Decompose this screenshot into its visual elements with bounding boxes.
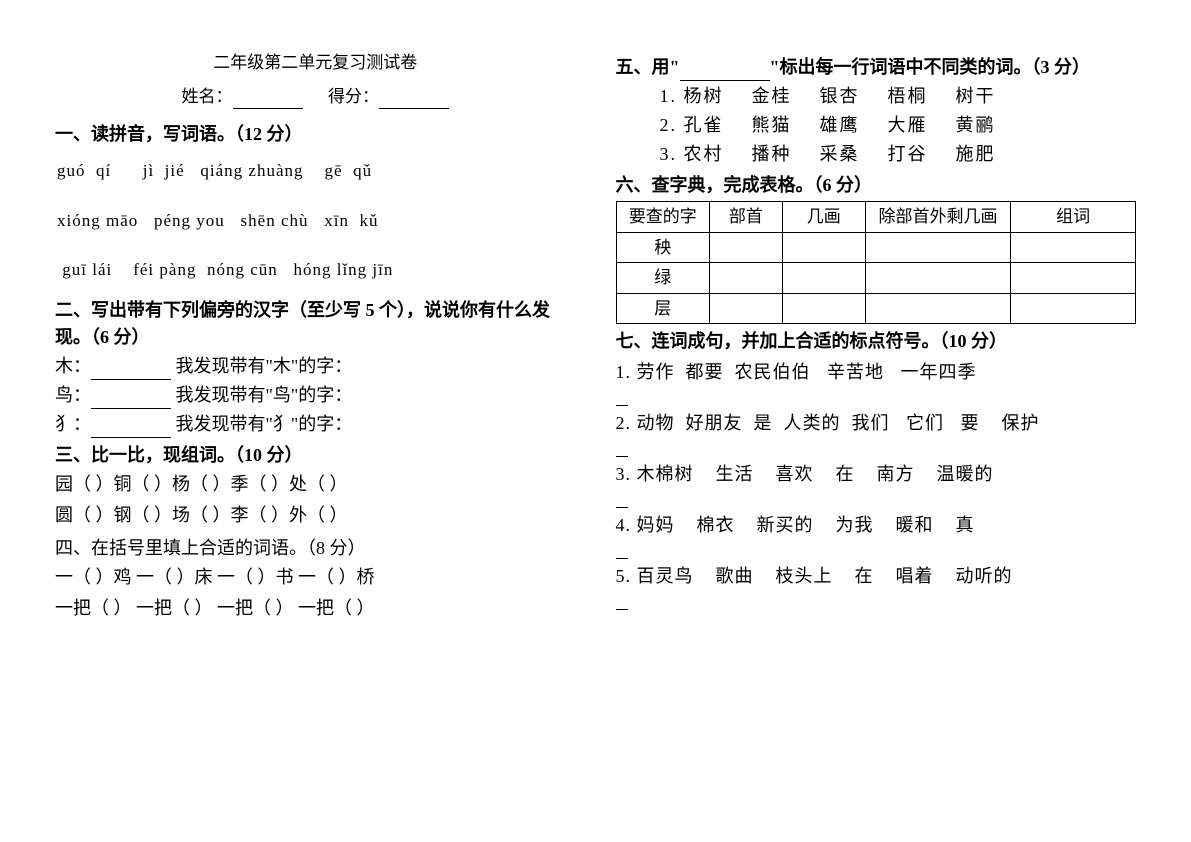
s2-line-1: 木： 我发现带有"木"的字： <box>55 353 576 380</box>
cell-char: 层 <box>616 293 710 324</box>
s2-l1-tail: 我发现带有"木"的字： <box>171 356 352 376</box>
s5-w: 播种 <box>752 144 792 164</box>
cell-blank[interactable] <box>1011 293 1136 324</box>
table-row: 绿 <box>616 263 1136 294</box>
s5-w: 2. 孔雀 <box>660 115 724 135</box>
name-score-line: 姓名： 得分： <box>55 84 576 110</box>
answer-line[interactable] <box>616 439 628 457</box>
s7-item-4: 4. 妈妈 棉衣 新买的 为我 暖和 真 <box>616 512 1137 539</box>
cell-blank[interactable] <box>782 263 865 294</box>
s2-line-3: 犭： 我发现带有"犭"的字： <box>55 411 576 438</box>
s5-w: 1. 杨树 <box>660 86 724 106</box>
paper-title: 二年级第二单元复习测试卷 <box>55 50 576 76</box>
s5-row-3: 3. 农村 播种 采桑 打谷 施肥 <box>616 141 1137 168</box>
cell-blank[interactable] <box>710 293 783 324</box>
table-header-row: 要查的字 部首 几画 除部首外剩几画 组词 <box>616 202 1136 233</box>
section-5-heading: 五、用" "标出每一行词语中不同类的词。（3 分） <box>616 54 1137 81</box>
answer-line[interactable] <box>616 388 628 406</box>
s5-blank-icon <box>680 61 770 81</box>
th: 部首 <box>710 202 783 233</box>
s5-w: 熊猫 <box>752 115 792 135</box>
s3-row-1: 园（ ）铜（ ）杨（ ）季（ ）处（ ） <box>55 471 576 498</box>
s7-item-3: 3. 木棉树 生活 喜欢 在 南方 温暖的 <box>616 461 1137 488</box>
s2-l2-label: 鸟： <box>55 385 91 405</box>
cell-char: 绿 <box>616 263 710 294</box>
s5-row-2: 2. 孔雀 熊猫 雄鹰 大雁 黄鹂 <box>616 112 1137 139</box>
s7-item-5: 5. 百灵鸟 歌曲 枝头上 在 唱着 动听的 <box>616 563 1137 590</box>
section-6-heading: 六、查字典，完成表格。（6 分） <box>616 172 1137 199</box>
pinyin-row-1: guó qí jì jié qiáng zhuàng gē qǔ <box>55 158 576 184</box>
cell-blank[interactable] <box>865 232 1010 263</box>
s5-w: 树干 <box>956 86 996 106</box>
s2-line-2: 鸟： 我发现带有"鸟"的字： <box>55 382 576 409</box>
s5-w: 梧桐 <box>888 86 928 106</box>
th: 除部首外剩几画 <box>865 202 1010 233</box>
s5-w: 采桑 <box>820 144 860 164</box>
s4-row-1: 一（ ）鸡 一（ ）床 一（ ）书 一（ ）桥 <box>55 564 576 591</box>
pinyin-row-3: guī lái féi pàng nóng cūn hóng lǐng jīn <box>55 257 576 283</box>
score-blank[interactable] <box>379 90 449 109</box>
s2-l1-label: 木： <box>55 356 91 376</box>
cell-blank[interactable] <box>865 293 1010 324</box>
s5-w: 打谷 <box>888 144 928 164</box>
s5-w: 银杏 <box>820 86 860 106</box>
answer-line[interactable] <box>616 592 628 610</box>
answer-line[interactable] <box>616 541 628 559</box>
section-3-heading: 三、比一比，现组词。（10 分） <box>55 442 576 469</box>
s5-row-1: 1. 杨树 金桂 银杏 梧桐 树干 <box>616 83 1137 110</box>
s2-l3-label: 犭： <box>55 414 91 434</box>
s3-row-2: 圆（ ）钢（ ）场（ ）李（ ）外（ ） <box>55 502 576 529</box>
s2-l2-blank[interactable] <box>91 389 171 409</box>
s2-l3-tail: 我发现带有"犭"的字： <box>171 414 352 434</box>
cell-blank[interactable] <box>1011 263 1136 294</box>
s5-w: 雄鹰 <box>820 115 860 135</box>
th: 要查的字 <box>616 202 710 233</box>
cell-blank[interactable] <box>1011 232 1136 263</box>
cell-blank[interactable] <box>710 263 783 294</box>
name-label: 姓名： <box>182 87 233 106</box>
s7-item-2: 2. 动物 好朋友 是 人类的 我们 它们 要 保护 <box>616 410 1137 437</box>
pinyin-row-2: xióng māo péng you shēn chù xīn kǔ <box>55 208 576 234</box>
s4-row-2: 一把（ ） 一把（ ） 一把（ ） 一把（ ） <box>55 595 576 622</box>
cell-blank[interactable] <box>865 263 1010 294</box>
right-column: 五、用" "标出每一行词语中不同类的词。（3 分） 1. 杨树 金桂 银杏 梧桐 树干 2… <box>616 50 1137 624</box>
s5-w: 施肥 <box>956 144 996 164</box>
section-7-heading: 七、连词成句，并加上合适的标点符号。（10 分） <box>616 328 1137 355</box>
cell-blank[interactable] <box>782 232 865 263</box>
section-4-heading: 四、在括号里填上合适的词语。（8 分） <box>55 535 576 562</box>
left-column: 二年级第二单元复习测试卷 姓名： 得分： 一、读拼音，写词语。（12 分） gu… <box>55 50 576 624</box>
s5-w: 黄鹂 <box>956 115 996 135</box>
s2-l2-tail: 我发现带有"鸟"的字： <box>171 385 352 405</box>
cell-blank[interactable] <box>710 232 783 263</box>
section-2-heading: 二、写出带有下列偏旁的汉字（至少写 5 个），说说你有什么发现。（6 分） <box>55 297 576 351</box>
cell-char: 秧 <box>616 232 710 263</box>
name-blank[interactable] <box>233 90 303 109</box>
section-1-heading: 一、读拼音，写词语。（12 分） <box>55 121 576 148</box>
dictionary-table: 要查的字 部首 几画 除部首外剩几画 组词 秧 绿 层 <box>616 201 1137 324</box>
s7-item-1: 1. 劳作 都要 农民伯伯 辛苦地 一年四季 <box>616 359 1137 386</box>
s5-w: 3. 农村 <box>660 144 724 164</box>
s5-head-a: 五、用" <box>616 57 680 77</box>
table-row: 层 <box>616 293 1136 324</box>
s5-w: 大雁 <box>888 115 928 135</box>
score-label: 得分： <box>328 87 379 106</box>
s5-head-b: "标出每一行词语中不同类的词。（3 分） <box>770 57 1091 77</box>
s2-l1-blank[interactable] <box>91 360 171 380</box>
th: 组词 <box>1011 202 1136 233</box>
answer-line[interactable] <box>616 490 628 508</box>
table-row: 秧 <box>616 232 1136 263</box>
cell-blank[interactable] <box>782 293 865 324</box>
th: 几画 <box>782 202 865 233</box>
s2-l3-blank[interactable] <box>91 418 171 438</box>
s5-w: 金桂 <box>752 86 792 106</box>
